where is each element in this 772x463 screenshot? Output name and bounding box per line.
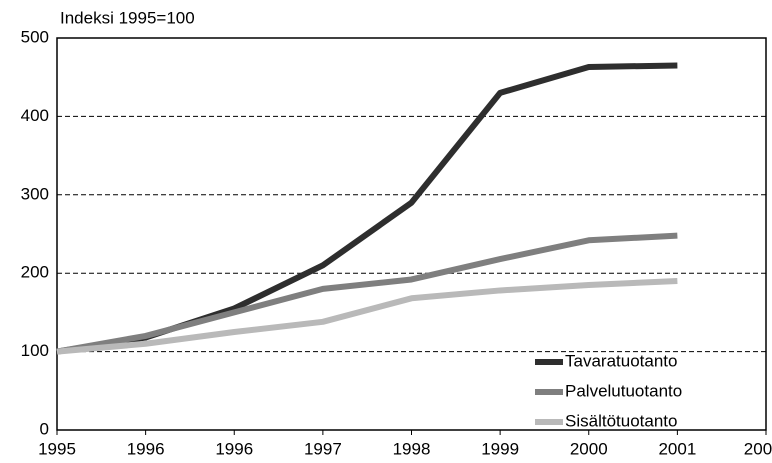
- series-line: [56, 278, 678, 355]
- x-tick-label: 1995: [38, 439, 76, 458]
- x-tick-label: 1999: [481, 439, 519, 458]
- x-tick-label: 1996: [127, 439, 165, 458]
- x-tick-label: 2002*: [744, 439, 772, 458]
- x-tick-label: 1997: [304, 439, 342, 458]
- y-tick-label: 100: [21, 341, 49, 360]
- x-tick-label: 2001: [658, 439, 696, 458]
- x-tick-label: 1998: [393, 439, 431, 458]
- y-tick-label: 400: [21, 106, 49, 125]
- legend-label: Tavaratuotanto: [565, 351, 677, 370]
- y-axis-label: Indeksi 1995=100: [60, 8, 195, 27]
- y-tick-label: 300: [21, 184, 49, 203]
- series-line: [56, 232, 678, 355]
- y-tick-label: 0: [40, 419, 49, 438]
- legend-label: Palvelutuotanto: [565, 381, 682, 400]
- legend-label: Sisältötuotanto: [565, 411, 677, 430]
- x-tick-label: 2000: [570, 439, 608, 458]
- y-tick-label: 500: [21, 27, 49, 46]
- y-tick-label: 200: [21, 263, 49, 282]
- x-tick-label: 1996: [215, 439, 253, 458]
